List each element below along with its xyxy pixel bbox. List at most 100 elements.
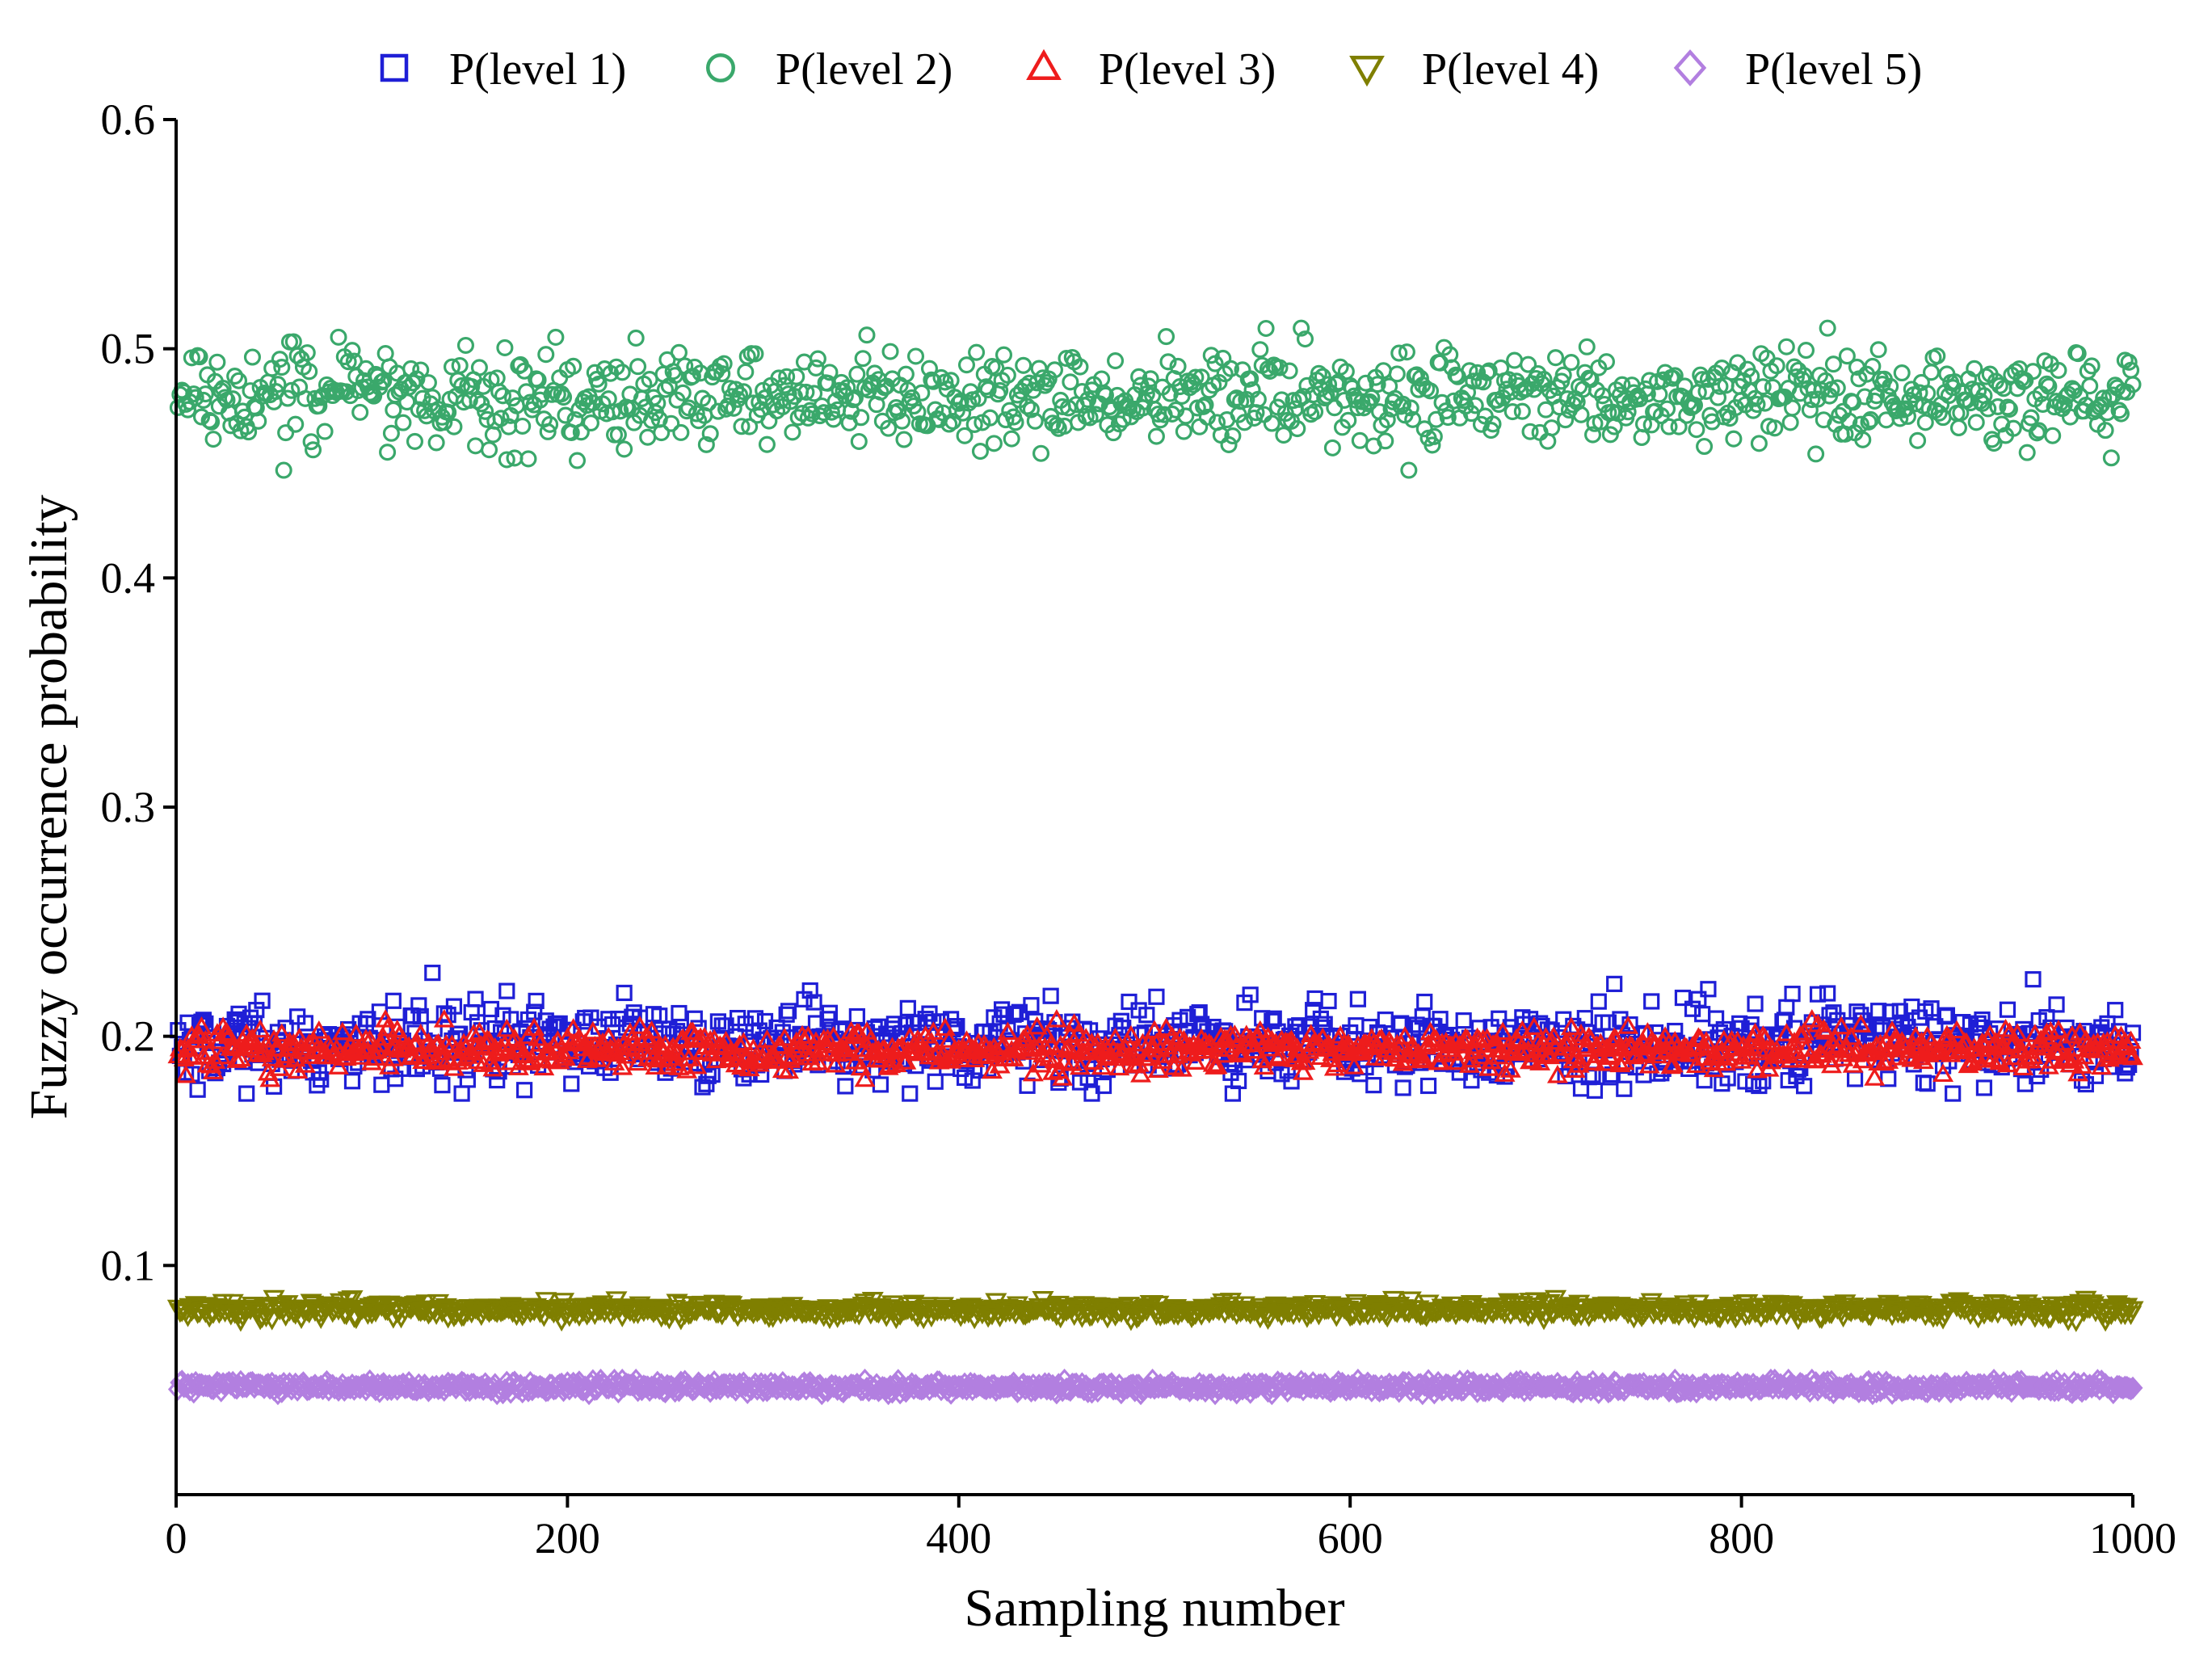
data-point	[1798, 342, 1815, 360]
data-point	[528, 992, 545, 1010]
data-point	[613, 364, 631, 381]
data-point	[1503, 403, 1521, 421]
data-point	[1142, 1035, 1163, 1054]
data-point	[443, 358, 461, 376]
data-point	[969, 389, 987, 407]
data-point	[678, 1048, 700, 1066]
data-point	[1662, 1054, 1684, 1073]
data-point	[942, 372, 960, 389]
data-point	[1807, 445, 1825, 463]
data-point	[341, 1290, 364, 1310]
data-point	[250, 1019, 271, 1038]
data-point	[1393, 1015, 1410, 1032]
data-point	[1930, 404, 1948, 422]
data-point	[899, 999, 916, 1016]
data-point	[193, 1013, 210, 1030]
data-point	[427, 434, 445, 452]
data-point	[844, 391, 862, 409]
data-point	[758, 435, 776, 453]
series-4	[166, 1289, 2144, 1332]
data-point	[1838, 347, 1856, 365]
data-point	[537, 346, 555, 364]
data-point	[760, 412, 778, 430]
data-point	[353, 1038, 375, 1058]
data-point	[1045, 361, 1064, 379]
data-point	[1466, 397, 1484, 414]
data-point	[1919, 1075, 1936, 1092]
data-point	[1557, 411, 1575, 429]
data-point	[2102, 449, 2120, 467]
data-point	[854, 350, 872, 368]
data-point	[1805, 381, 1823, 399]
data-point	[1147, 427, 1165, 445]
data-point	[1293, 319, 1310, 337]
data-point	[2042, 1049, 2063, 1069]
data-point	[1680, 1379, 1701, 1403]
data-point	[768, 1375, 789, 1399]
data-point	[208, 353, 226, 371]
data-point	[406, 432, 424, 450]
data-point	[179, 401, 197, 419]
data-point	[283, 381, 301, 399]
data-point	[1104, 1027, 1126, 1046]
series-5	[167, 1369, 2143, 1406]
data-point	[175, 1064, 197, 1083]
data-point	[1768, 357, 1785, 375]
data-point	[240, 423, 258, 441]
data-point	[1224, 427, 1242, 445]
data-point	[1281, 362, 1298, 380]
data-point	[1617, 1016, 1639, 1034]
data-point	[825, 410, 843, 428]
data-point	[1384, 1048, 1406, 1067]
data-point	[985, 435, 1003, 452]
data-point	[1864, 357, 1882, 375]
data-point	[1070, 1056, 1091, 1075]
data-point	[1096, 386, 1114, 404]
data-point	[1271, 359, 1289, 376]
data-point	[1945, 1085, 1962, 1102]
data-point	[1743, 368, 1760, 385]
data-point	[670, 343, 688, 361]
data-point	[229, 372, 248, 389]
data-point	[629, 1373, 650, 1397]
data-point	[1494, 1063, 1516, 1082]
data-point	[254, 992, 271, 1009]
data-point	[565, 357, 582, 375]
data-point	[848, 365, 866, 383]
data-point	[2037, 375, 2055, 393]
data-point	[1891, 1003, 1908, 1020]
data-point	[408, 370, 426, 388]
data-point	[1819, 985, 1836, 1002]
data-point	[467, 991, 484, 1007]
data-point	[1152, 1376, 1173, 1399]
data-point	[2004, 419, 2022, 437]
data-point	[473, 1054, 494, 1072]
data-point	[275, 461, 292, 479]
data-point	[1819, 319, 1836, 337]
data-point	[2069, 345, 2087, 363]
data-point	[1893, 364, 1911, 382]
data-point	[563, 1075, 580, 1092]
data-point	[609, 426, 627, 444]
data-point	[1424, 436, 1441, 454]
data-point	[852, 409, 870, 427]
data-point	[1042, 987, 1059, 1004]
data-point	[1067, 1023, 1089, 1042]
data-point	[653, 424, 671, 442]
data-point	[1007, 414, 1024, 431]
data-point	[934, 1017, 956, 1037]
data-point	[555, 389, 573, 406]
data-point	[1966, 360, 1983, 377]
data-point	[1730, 1049, 1752, 1069]
data-point	[385, 992, 402, 1009]
data-point	[701, 425, 719, 443]
data-point	[456, 336, 474, 355]
data-point	[445, 998, 463, 1015]
data-point	[343, 342, 361, 360]
data-point	[1191, 1004, 1208, 1021]
data-point	[1202, 347, 1220, 364]
data-point	[1414, 1049, 1436, 1069]
data-point	[1660, 418, 1678, 435]
data-point	[390, 1039, 412, 1058]
data-point	[1480, 362, 1498, 380]
